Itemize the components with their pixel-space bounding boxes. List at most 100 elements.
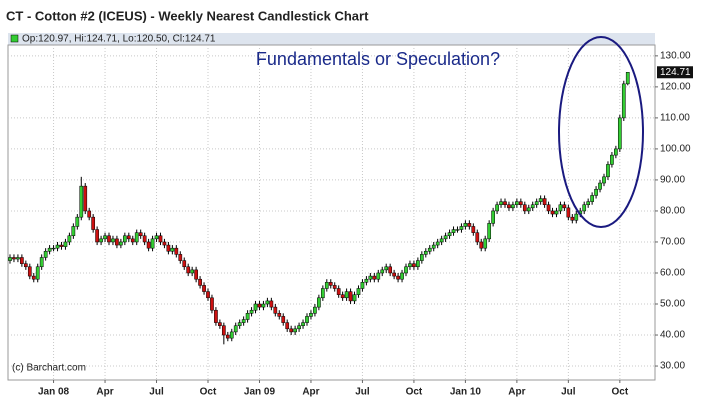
candle-body (586, 201, 591, 205)
credit: (c) Barchart.com (12, 363, 86, 374)
candle-body (269, 300, 274, 308)
candle-body (546, 204, 551, 212)
last-price-box (657, 66, 693, 79)
candle-body (526, 207, 531, 212)
candle-body (400, 272, 404, 280)
candle-body (154, 235, 159, 240)
candle-body (115, 238, 119, 246)
x-tick-label: Jul (149, 387, 164, 398)
candle-body (340, 294, 345, 299)
x-tick-label: Jul (561, 387, 576, 398)
y-tick-label: 40.00 (660, 330, 685, 341)
candle-body (522, 204, 527, 212)
candle-body (419, 254, 424, 261)
candle-body (309, 313, 313, 317)
x-tick-label: Jan 08 (38, 387, 70, 398)
candle-body (103, 235, 107, 240)
y-tick-label: 120.00 (660, 82, 691, 93)
candle-body (530, 204, 535, 209)
candle-body (23, 263, 28, 268)
legend-bar (8, 33, 655, 45)
candle-body (582, 204, 587, 212)
candle-body (16, 257, 20, 260)
candle-body (301, 322, 305, 326)
candle-body (574, 213, 579, 221)
candle-body (459, 226, 464, 230)
candle-body (162, 241, 167, 246)
x-tick-label: Apr (508, 387, 525, 398)
candle-body (538, 198, 543, 202)
candle-body (463, 223, 468, 227)
candle-body (594, 188, 598, 196)
x-tick-label: Jul (355, 387, 370, 398)
candle-body (435, 241, 440, 246)
candle-body (166, 244, 171, 252)
candle-body (313, 306, 317, 314)
candle-body (617, 117, 622, 150)
candle-body (79, 185, 84, 218)
candle-body (416, 260, 420, 268)
candle-body (495, 204, 499, 212)
candle-body (8, 257, 12, 261)
y-tick-label: 60.00 (660, 268, 685, 279)
candle-body (515, 201, 519, 205)
candle-body (178, 254, 183, 261)
candle-body (245, 313, 250, 320)
candle-body (186, 266, 191, 274)
candle-body (621, 83, 626, 119)
candle-body (503, 201, 507, 205)
candle-body (348, 291, 353, 302)
candle-body (483, 238, 488, 249)
candle-body (320, 288, 325, 299)
y-tick-label: 50.00 (660, 299, 685, 310)
candle-body (289, 328, 294, 333)
candle-body (130, 238, 135, 243)
candle-body (146, 241, 151, 249)
candle-body (119, 241, 123, 246)
candle-body (475, 232, 480, 243)
candle-body (451, 229, 456, 233)
candle-body (364, 278, 369, 283)
candle-body (257, 303, 262, 308)
candle-body (423, 251, 428, 255)
candle-body (83, 185, 88, 212)
candle-body (111, 238, 115, 243)
candle-body (467, 223, 472, 227)
x-tick-label: Apr (302, 387, 319, 398)
y-tick-label: 80.00 (660, 206, 685, 217)
candle-body (511, 204, 515, 209)
grid (8, 45, 655, 380)
candle-body (590, 195, 594, 202)
candle-body (332, 285, 337, 289)
highlight-ellipse (558, 36, 644, 228)
candle-body (408, 263, 412, 268)
candle-body (210, 297, 214, 311)
candle-body (202, 285, 206, 292)
candle-body (51, 247, 56, 250)
candle-body (95, 229, 99, 243)
candle-body (150, 238, 155, 249)
y-tick-label: 70.00 (660, 237, 685, 248)
candle-body (305, 316, 309, 323)
candle-body (455, 229, 460, 231)
candle-body (285, 322, 290, 330)
candle-body (625, 72, 630, 85)
candle-body (221, 325, 226, 336)
candle-body (75, 216, 80, 227)
candle-body (59, 244, 64, 247)
candle-body (142, 235, 147, 243)
candle-body (265, 300, 270, 305)
candle-body (99, 238, 103, 243)
candle-body (249, 309, 254, 314)
candle-body (566, 207, 571, 218)
candle-body (392, 272, 396, 277)
y-tick-label: 130.00 (660, 50, 691, 61)
candle-body (225, 334, 230, 339)
candle-body (356, 288, 361, 295)
candle-body (67, 235, 72, 243)
candle-body (499, 201, 503, 205)
x-tick-label: Apr (96, 387, 113, 398)
candle-body (71, 226, 76, 237)
